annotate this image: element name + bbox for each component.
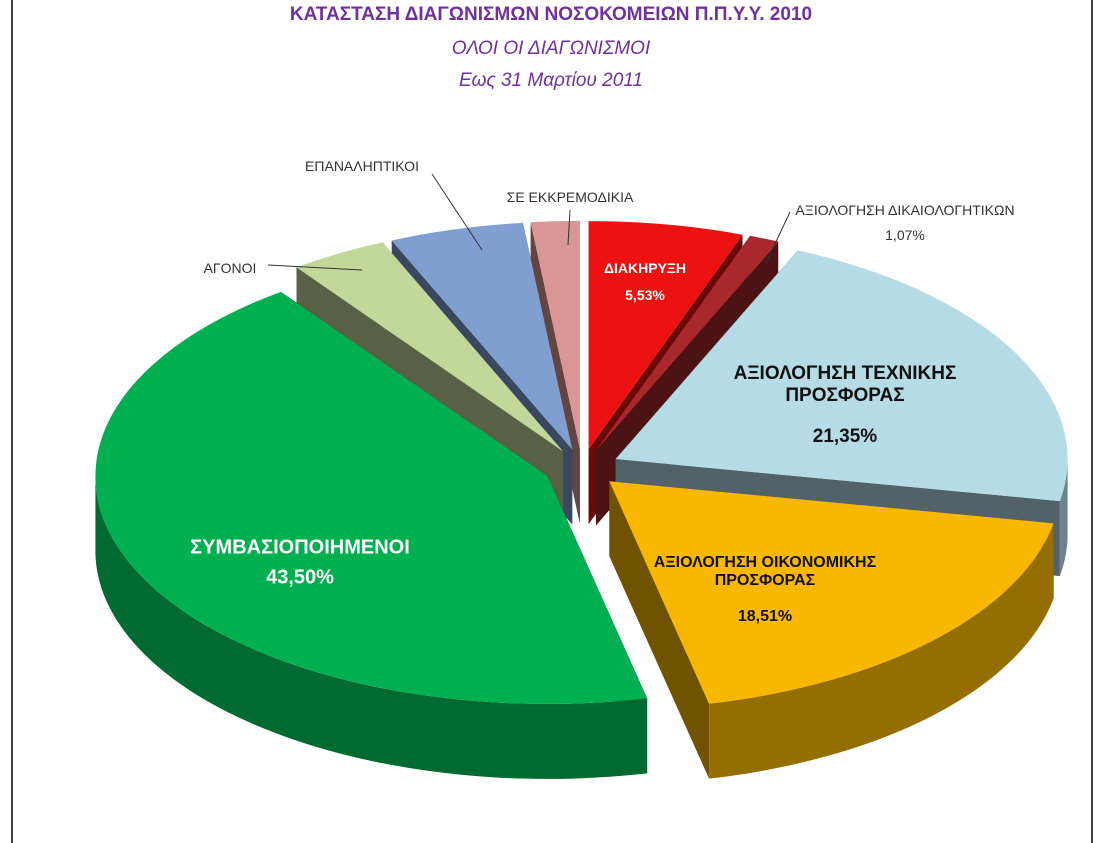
slice xyxy=(530,220,580,449)
slice xyxy=(391,222,573,450)
slice xyxy=(95,291,648,704)
slice-label: ΔΙΑΚΗΡΥΞΗ xyxy=(603,260,687,276)
slice xyxy=(296,242,564,452)
leader-line xyxy=(765,211,791,264)
value-label: 18,51% xyxy=(737,608,793,625)
slice-label: ΑΓΟΝΟΙ xyxy=(203,260,257,276)
slice-side xyxy=(709,523,1054,779)
slice xyxy=(588,221,743,450)
slice xyxy=(596,235,779,451)
slice-side xyxy=(1059,459,1068,577)
slice-label: ΣΕ ΕΚΚΡΕΜΟΔΙΚΙΑ xyxy=(506,189,634,205)
chart-title: ΚΑΤΑΣΤΑΣΗ ΔΙΑΓΩΝΙΣΜΩΝ ΝΟΣΟΚΟΜΕΙΩΝ Π.Π.Υ.… xyxy=(289,4,813,25)
value-label: 21,35% xyxy=(812,426,878,447)
value-label: 43,50% xyxy=(266,566,334,589)
slice-label: ΣΥΜΒΑΣΙΟΠΟΙΗΜΕΝΟΙ xyxy=(190,536,410,559)
slice-label: ΕΠΑΝΑΛΗΠΤΙΚΟΙ xyxy=(305,158,419,174)
leader-line xyxy=(567,209,571,246)
value-label: 1,07% xyxy=(885,227,925,243)
slice-label: ΑΞΙΟΛΟΓΗΣΗ ΔΙΚΑΙΟΛΟΓΗΤΙΚΩΝ xyxy=(795,202,1015,218)
slice-side xyxy=(95,475,648,779)
value-label: 5,53% xyxy=(625,287,665,303)
slice-wall xyxy=(609,481,710,779)
leader-line xyxy=(431,173,483,251)
slice-label: ΑΞΙΟΛΟΓΗΣΗ ΤΕΧΝΙΚΗΣ ΠΡΟΣΦΟΡΑΣ xyxy=(733,363,957,406)
slice-label: ΑΞΙΟΛΟΓΗΣΗ ΟΙΚΟΝΟΜΙΚΗΣ ΠΡΟΣΦΟΡΑΣ xyxy=(653,554,877,589)
chart-subtitle: ΟΛΟΙ ΟΙ ΔΙΑΓΩΝΙΣΜΟΙ xyxy=(451,38,651,59)
chart-subtitle: Εως 31 Μαρτίου 2011 xyxy=(458,70,643,91)
leader-line xyxy=(267,264,363,271)
slice xyxy=(615,250,1068,502)
slice xyxy=(609,481,1054,704)
